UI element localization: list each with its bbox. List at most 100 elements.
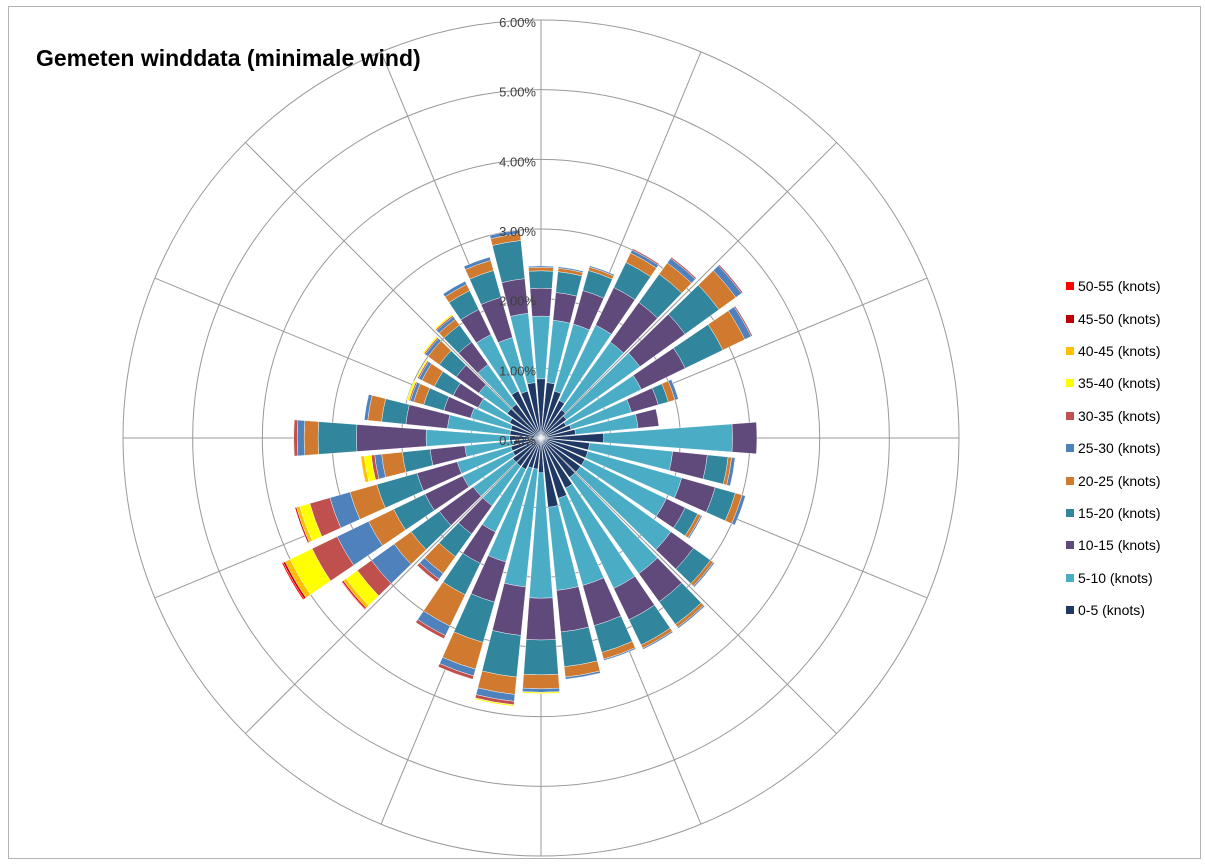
legend-label: 30-35 (knots): [1078, 407, 1161, 424]
bar-segment-310deg-35-40-knots: [422, 336, 438, 354]
bar-segment-140deg-25-30-knots: [677, 605, 705, 629]
wind-rose-bars: [281, 229, 758, 707]
legend-item: 45-50 (knots): [1066, 302, 1160, 334]
legend-item: 10-15 (knots): [1066, 529, 1160, 561]
bar-segment-10deg-15-20-knots: [555, 271, 583, 297]
legend-swatch: [1066, 606, 1074, 615]
legend-label: 25-30 (knots): [1078, 440, 1161, 457]
bar-segment-210deg-30-35-knots: [415, 619, 446, 639]
bar-segment-270deg-20-25-knots: [303, 420, 319, 456]
bar-segment-260deg-40-45-knots: [360, 455, 370, 483]
bar-segment-180deg-25-30-knots: [522, 687, 560, 693]
legend-item: 35-40 (knots): [1066, 367, 1160, 399]
bar-segment-180deg-10-15-knots: [525, 597, 557, 641]
legend-swatch: [1066, 476, 1074, 485]
bar-segment-350deg-25-30-knots: [489, 229, 521, 240]
legend: 50-55 (knots) 45-50 (knots) 40-45 (knots) 3…: [1066, 270, 1160, 626]
bar-segment-190deg-35-40-knots: [474, 697, 515, 707]
r-tick-label: 5.00%: [499, 85, 536, 100]
legend-item: 15-20 (knots): [1066, 497, 1160, 529]
legend-label: 45-50 (knots): [1078, 310, 1161, 327]
bar-segment-180deg-20-25-knots: [522, 674, 560, 690]
bar-segment-270deg-30-35-knots: [293, 419, 299, 457]
bar-segment-280deg-15-20-knots: [381, 398, 410, 425]
bar-segment-0deg-20-25-knots: [528, 267, 554, 272]
bar-segment-80deg-10-15-knots: [635, 408, 660, 429]
r-tick-label: 4.00%: [499, 154, 536, 169]
legend-swatch: [1066, 573, 1074, 582]
grid-spoke: [245, 437, 542, 734]
r-tick-label: 1.00%: [499, 363, 536, 378]
bar-segment-330deg-25-30-knots: [442, 280, 467, 298]
bar-segment-60deg-30-35-knots: [733, 305, 753, 337]
bar-segment-220deg-30-35-knots: [416, 562, 440, 583]
legend-item: 50-55 (knots): [1066, 270, 1160, 302]
bar-segment-180deg-15-20-knots: [523, 639, 559, 676]
bar-segment-130deg-25-30-knots: [693, 562, 715, 588]
bar-segment-250deg-45-50-knots: [294, 506, 310, 544]
bar-segment-20deg-25-30-knots: [589, 265, 615, 277]
legend-item: 0-5 (knots): [1066, 594, 1160, 626]
legend-label: 5-10 (knots): [1078, 569, 1153, 586]
bar-segment-270deg-10-15-knots: [356, 424, 427, 452]
legend-swatch: [1066, 508, 1074, 517]
bar-segment-90deg-10-15-knots: [731, 421, 758, 455]
legend-label: 35-40 (knots): [1078, 375, 1161, 392]
bar-segment-240deg-50-55-knots: [281, 562, 305, 600]
bar-segment-180deg-35-40-knots: [522, 691, 560, 694]
bar-segment-190deg-15-20-knots: [481, 630, 522, 678]
bar-segment-100deg-25-30-knots: [726, 457, 736, 487]
bar-segment-290deg-35-40-knots: [406, 380, 417, 401]
r-tick-label: 0.00%: [499, 433, 536, 448]
legend-item: 40-45 (knots): [1066, 335, 1160, 367]
radial-tick-labels: 0.00% 1.00% 2.00% 3.00% 4.00% 5.00% 6.00%: [499, 15, 536, 448]
grid-spoke: [245, 142, 542, 439]
bar-segment-30deg-30-35-knots: [631, 248, 660, 266]
legend-item: 25-30 (knots): [1066, 432, 1160, 464]
bar-segment-10deg-25-30-knots: [558, 266, 584, 273]
bar-segment-320deg-35-40-knots: [434, 313, 453, 330]
bar-segment-200deg-30-35-knots: [437, 663, 474, 680]
bar-segment-160deg-25-30-knots: [603, 647, 637, 661]
bar-segment-120deg-25-30-knots: [687, 515, 703, 539]
bar-segment-170deg-25-30-knots: [565, 670, 601, 680]
bar-segment-170deg-15-20-knots: [560, 626, 598, 667]
bar-segment-70deg-25-30-knots: [667, 379, 679, 401]
r-tick-label: 3.00%: [499, 224, 536, 239]
grid-spoke: [540, 142, 837, 439]
legend-swatch: [1066, 379, 1074, 388]
bar-segment-270deg-15-20-knots: [317, 421, 358, 455]
bar-segment-230deg-50-55-knots: [341, 581, 366, 610]
bar-segment-0deg-25-30-knots: [528, 265, 554, 268]
r-tick-label: 2.00%: [499, 294, 536, 309]
legend-label: 10-15 (knots): [1078, 537, 1161, 554]
legend-item: 30-35 (knots): [1066, 400, 1160, 432]
legend-label: 50-55 (knots): [1078, 278, 1161, 295]
bar-segment-280deg-25-30-knots: [364, 394, 373, 421]
legend-label: 0-5 (knots): [1078, 602, 1145, 619]
chart-frame: [8, 6, 1201, 859]
bar-segment-270deg-25-30-knots: [296, 419, 305, 457]
r-tick-label: 6.00%: [499, 15, 536, 30]
legend-label: 15-20 (knots): [1078, 504, 1161, 521]
legend-item: 20-25 (knots): [1066, 464, 1160, 496]
legend-swatch: [1066, 346, 1074, 355]
bar-segment-10deg-10-15-knots: [552, 292, 578, 324]
grid-spoke: [540, 437, 837, 734]
bar-segment-40deg-30-35-knots: [670, 256, 697, 280]
legend-swatch: [1066, 282, 1074, 291]
bar-segment-170deg-10-15-knots: [556, 586, 590, 633]
bar-segment-110deg-25-30-knots: [731, 494, 746, 526]
legend-swatch: [1066, 444, 1074, 453]
bar-segment-260deg-15-20-knots: [402, 449, 434, 473]
bar-segment-150deg-25-30-knots: [642, 630, 674, 650]
bar-segment-300deg-35-40-knots: [415, 359, 428, 379]
legend-swatch: [1066, 541, 1074, 550]
legend-label: 20-25 (knots): [1078, 472, 1161, 489]
bar-segment-340deg-25-30-knots: [463, 256, 491, 270]
legend-swatch: [1066, 411, 1074, 420]
bar-segment-0deg-15-20-knots: [528, 270, 554, 289]
legend-item: 5-10 (knots): [1066, 562, 1160, 594]
bar-segment-50deg-30-35-knots: [718, 264, 743, 294]
